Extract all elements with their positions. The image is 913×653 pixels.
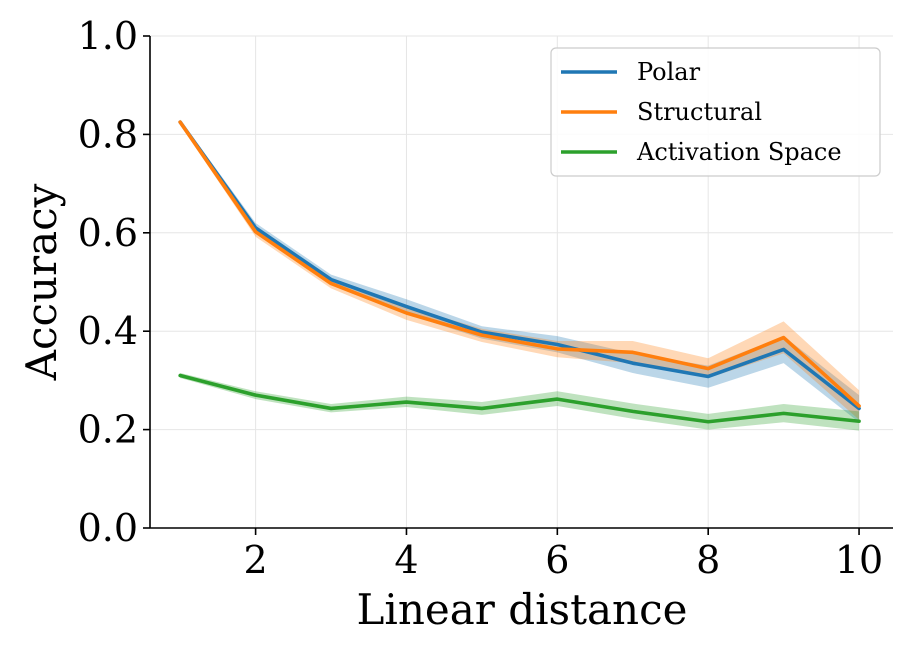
x-tick-label-8: 8 xyxy=(696,538,720,582)
x-tick-label-10: 10 xyxy=(835,538,883,582)
x-tick-label-6: 6 xyxy=(545,538,569,582)
y-tick-label-0.8: 0.8 xyxy=(78,112,138,156)
axes xyxy=(149,36,893,529)
ticks: 2 4 6 8 10 0.0 0.2 0.4 0.6 0.8 1.0 xyxy=(78,14,884,582)
series-line-structural xyxy=(178,120,861,408)
y-tick-label-1.0: 1.0 xyxy=(78,14,138,58)
legend: Polar Structural Activation Space xyxy=(550,47,881,177)
x-axis-label: Linear distance xyxy=(357,585,688,634)
x-tick-label-2: 2 xyxy=(244,538,268,582)
band-activation-space xyxy=(180,373,860,431)
legend-label-activation-space: Activation Space xyxy=(636,138,842,166)
series-line-activation-space xyxy=(178,373,861,424)
legend-frame xyxy=(550,47,881,177)
y-tick-label-0.0: 0.0 xyxy=(78,506,138,550)
y-tick-label-0.4: 0.4 xyxy=(78,309,138,353)
y-tick-label-0.6: 0.6 xyxy=(78,211,138,255)
y-axis-label: Accuracy xyxy=(17,183,66,381)
x-tick-label-4: 4 xyxy=(394,538,418,582)
y-tick-label-0.2: 0.2 xyxy=(78,408,138,452)
series-line-polar xyxy=(178,120,861,411)
legend-label-structural: Structural xyxy=(637,98,762,126)
legend-label-polar: Polar xyxy=(637,58,701,86)
series-lines xyxy=(178,120,861,424)
